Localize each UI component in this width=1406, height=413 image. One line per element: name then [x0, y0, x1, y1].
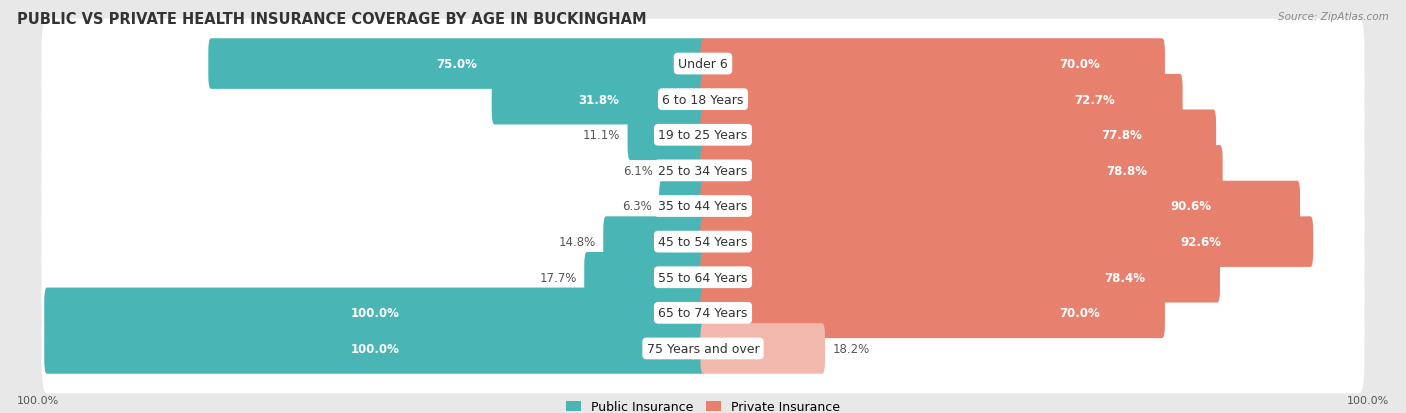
Text: 25 to 34 Years: 25 to 34 Years [658, 164, 748, 178]
Text: 78.8%: 78.8% [1107, 164, 1147, 178]
FancyBboxPatch shape [42, 20, 1364, 109]
FancyBboxPatch shape [700, 39, 1166, 90]
FancyBboxPatch shape [42, 162, 1364, 251]
Text: 11.1%: 11.1% [583, 129, 620, 142]
Text: 35 to 44 Years: 35 to 44 Years [658, 200, 748, 213]
Text: 65 to 74 Years: 65 to 74 Years [658, 306, 748, 320]
Text: 70.0%: 70.0% [1059, 58, 1099, 71]
FancyBboxPatch shape [44, 323, 706, 374]
Text: 45 to 54 Years: 45 to 54 Years [658, 235, 748, 249]
FancyBboxPatch shape [42, 91, 1364, 180]
FancyBboxPatch shape [700, 323, 825, 374]
Text: Source: ZipAtlas.com: Source: ZipAtlas.com [1278, 12, 1389, 22]
FancyBboxPatch shape [700, 288, 1166, 338]
FancyBboxPatch shape [627, 110, 706, 161]
Text: 55 to 64 Years: 55 to 64 Years [658, 271, 748, 284]
Text: 72.7%: 72.7% [1074, 93, 1115, 107]
Text: 78.4%: 78.4% [1104, 271, 1146, 284]
FancyBboxPatch shape [700, 217, 1313, 267]
Text: 14.8%: 14.8% [558, 235, 596, 249]
FancyBboxPatch shape [661, 146, 706, 196]
FancyBboxPatch shape [700, 252, 1220, 303]
Text: PUBLIC VS PRIVATE HEALTH INSURANCE COVERAGE BY AGE IN BUCKINGHAM: PUBLIC VS PRIVATE HEALTH INSURANCE COVER… [17, 12, 647, 27]
Text: 19 to 25 Years: 19 to 25 Years [658, 129, 748, 142]
FancyBboxPatch shape [208, 39, 706, 90]
Text: 6 to 18 Years: 6 to 18 Years [662, 93, 744, 107]
Text: 92.6%: 92.6% [1181, 235, 1222, 249]
Text: 18.2%: 18.2% [832, 342, 869, 355]
Text: 6.3%: 6.3% [621, 200, 652, 213]
Legend: Public Insurance, Private Insurance: Public Insurance, Private Insurance [561, 395, 845, 413]
Text: 31.8%: 31.8% [578, 93, 619, 107]
Text: 75.0%: 75.0% [436, 58, 478, 71]
FancyBboxPatch shape [42, 233, 1364, 322]
FancyBboxPatch shape [700, 181, 1301, 232]
Text: 17.7%: 17.7% [540, 271, 576, 284]
FancyBboxPatch shape [585, 252, 706, 303]
FancyBboxPatch shape [700, 75, 1182, 125]
FancyBboxPatch shape [44, 288, 706, 338]
FancyBboxPatch shape [42, 55, 1364, 145]
Text: 75 Years and over: 75 Years and over [647, 342, 759, 355]
FancyBboxPatch shape [492, 75, 706, 125]
FancyBboxPatch shape [42, 197, 1364, 287]
Text: 70.0%: 70.0% [1059, 306, 1099, 320]
Text: Under 6: Under 6 [678, 58, 728, 71]
FancyBboxPatch shape [700, 146, 1223, 196]
FancyBboxPatch shape [659, 181, 706, 232]
FancyBboxPatch shape [700, 110, 1216, 161]
Text: 100.0%: 100.0% [350, 306, 399, 320]
FancyBboxPatch shape [42, 268, 1364, 358]
Text: 100.0%: 100.0% [17, 395, 59, 405]
FancyBboxPatch shape [603, 217, 706, 267]
Text: 6.1%: 6.1% [623, 164, 654, 178]
Text: 100.0%: 100.0% [1347, 395, 1389, 405]
FancyBboxPatch shape [42, 126, 1364, 216]
Text: 90.6%: 90.6% [1170, 200, 1211, 213]
Text: 100.0%: 100.0% [350, 342, 399, 355]
FancyBboxPatch shape [42, 304, 1364, 393]
Text: 77.8%: 77.8% [1101, 129, 1142, 142]
